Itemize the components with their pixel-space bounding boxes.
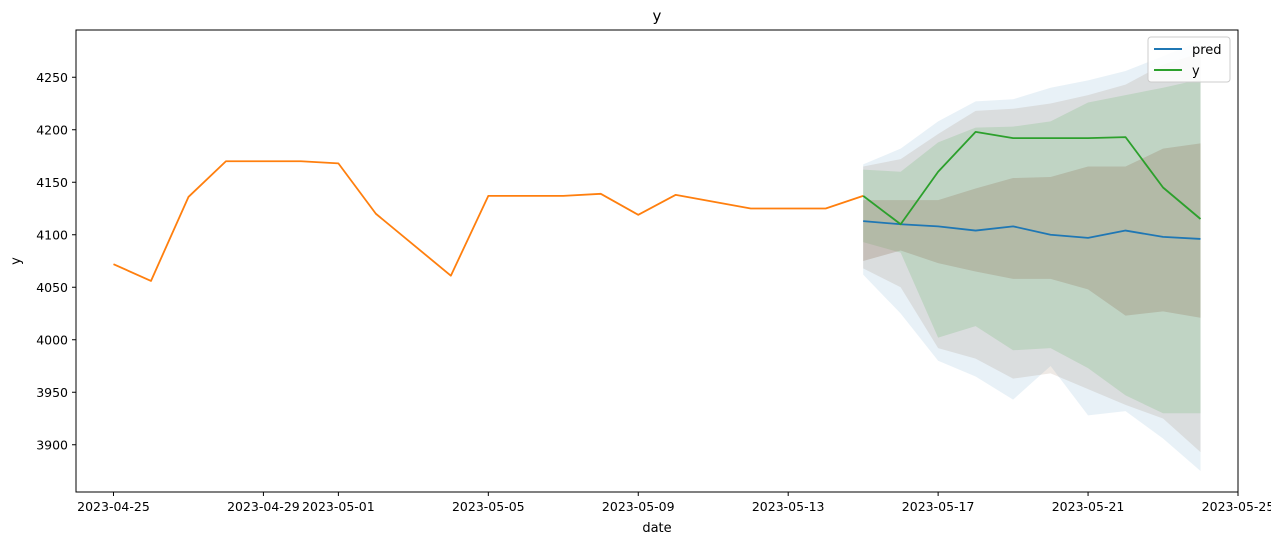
y-tick-label: 4100	[36, 227, 68, 242]
pred-line	[863, 220, 1201, 240]
x-tick-label: 2023-05-25	[1202, 499, 1271, 514]
y-axis: 3900 3950 4000 4050 4100 4150 4200 4250	[36, 70, 76, 452]
y-tick-label: 3950	[36, 385, 68, 400]
legend-y-label: y	[1192, 64, 1200, 79]
y-axis-label: y	[9, 257, 24, 265]
x-tick-label: 2023-05-09	[602, 499, 675, 514]
x-tick-label: 2023-05-21	[1052, 499, 1125, 514]
plot-frame	[75, 29, 1239, 493]
confidence-band-2	[863, 53, 1201, 453]
series-lines	[113, 130, 1202, 282]
legend: pred y	[1147, 36, 1231, 83]
y-tick-label: 4200	[36, 122, 68, 137]
x-axis-label: date	[642, 521, 671, 536]
y-tick-label: 3900	[36, 437, 68, 452]
x-tick-label: 2023-05-17	[902, 499, 975, 514]
x-tick-label: 2023-04-29	[227, 499, 300, 514]
legend-pred-label: pred	[1192, 43, 1222, 58]
y-tick-label: 4150	[36, 175, 68, 190]
x-axis: 2023-04-25 2023-04-29 2023-05-01 2023-05-05…	[77, 492, 1271, 514]
confidence-band-1	[863, 40, 1201, 471]
y-line	[862, 130, 1202, 226]
y-tick-label: 4250	[36, 70, 68, 85]
chart-title: y	[653, 7, 662, 25]
x-tick-label: 2023-05-13	[752, 499, 825, 514]
x-tick-label: 2023-05-01	[302, 499, 375, 514]
y-tick-label: 4000	[36, 332, 68, 347]
history-line	[113, 160, 864, 282]
x-tick-label: 2023-05-05	[452, 499, 525, 514]
y-tick-label: 4050	[36, 280, 68, 295]
x-tick-label: 2023-04-25	[77, 499, 150, 514]
